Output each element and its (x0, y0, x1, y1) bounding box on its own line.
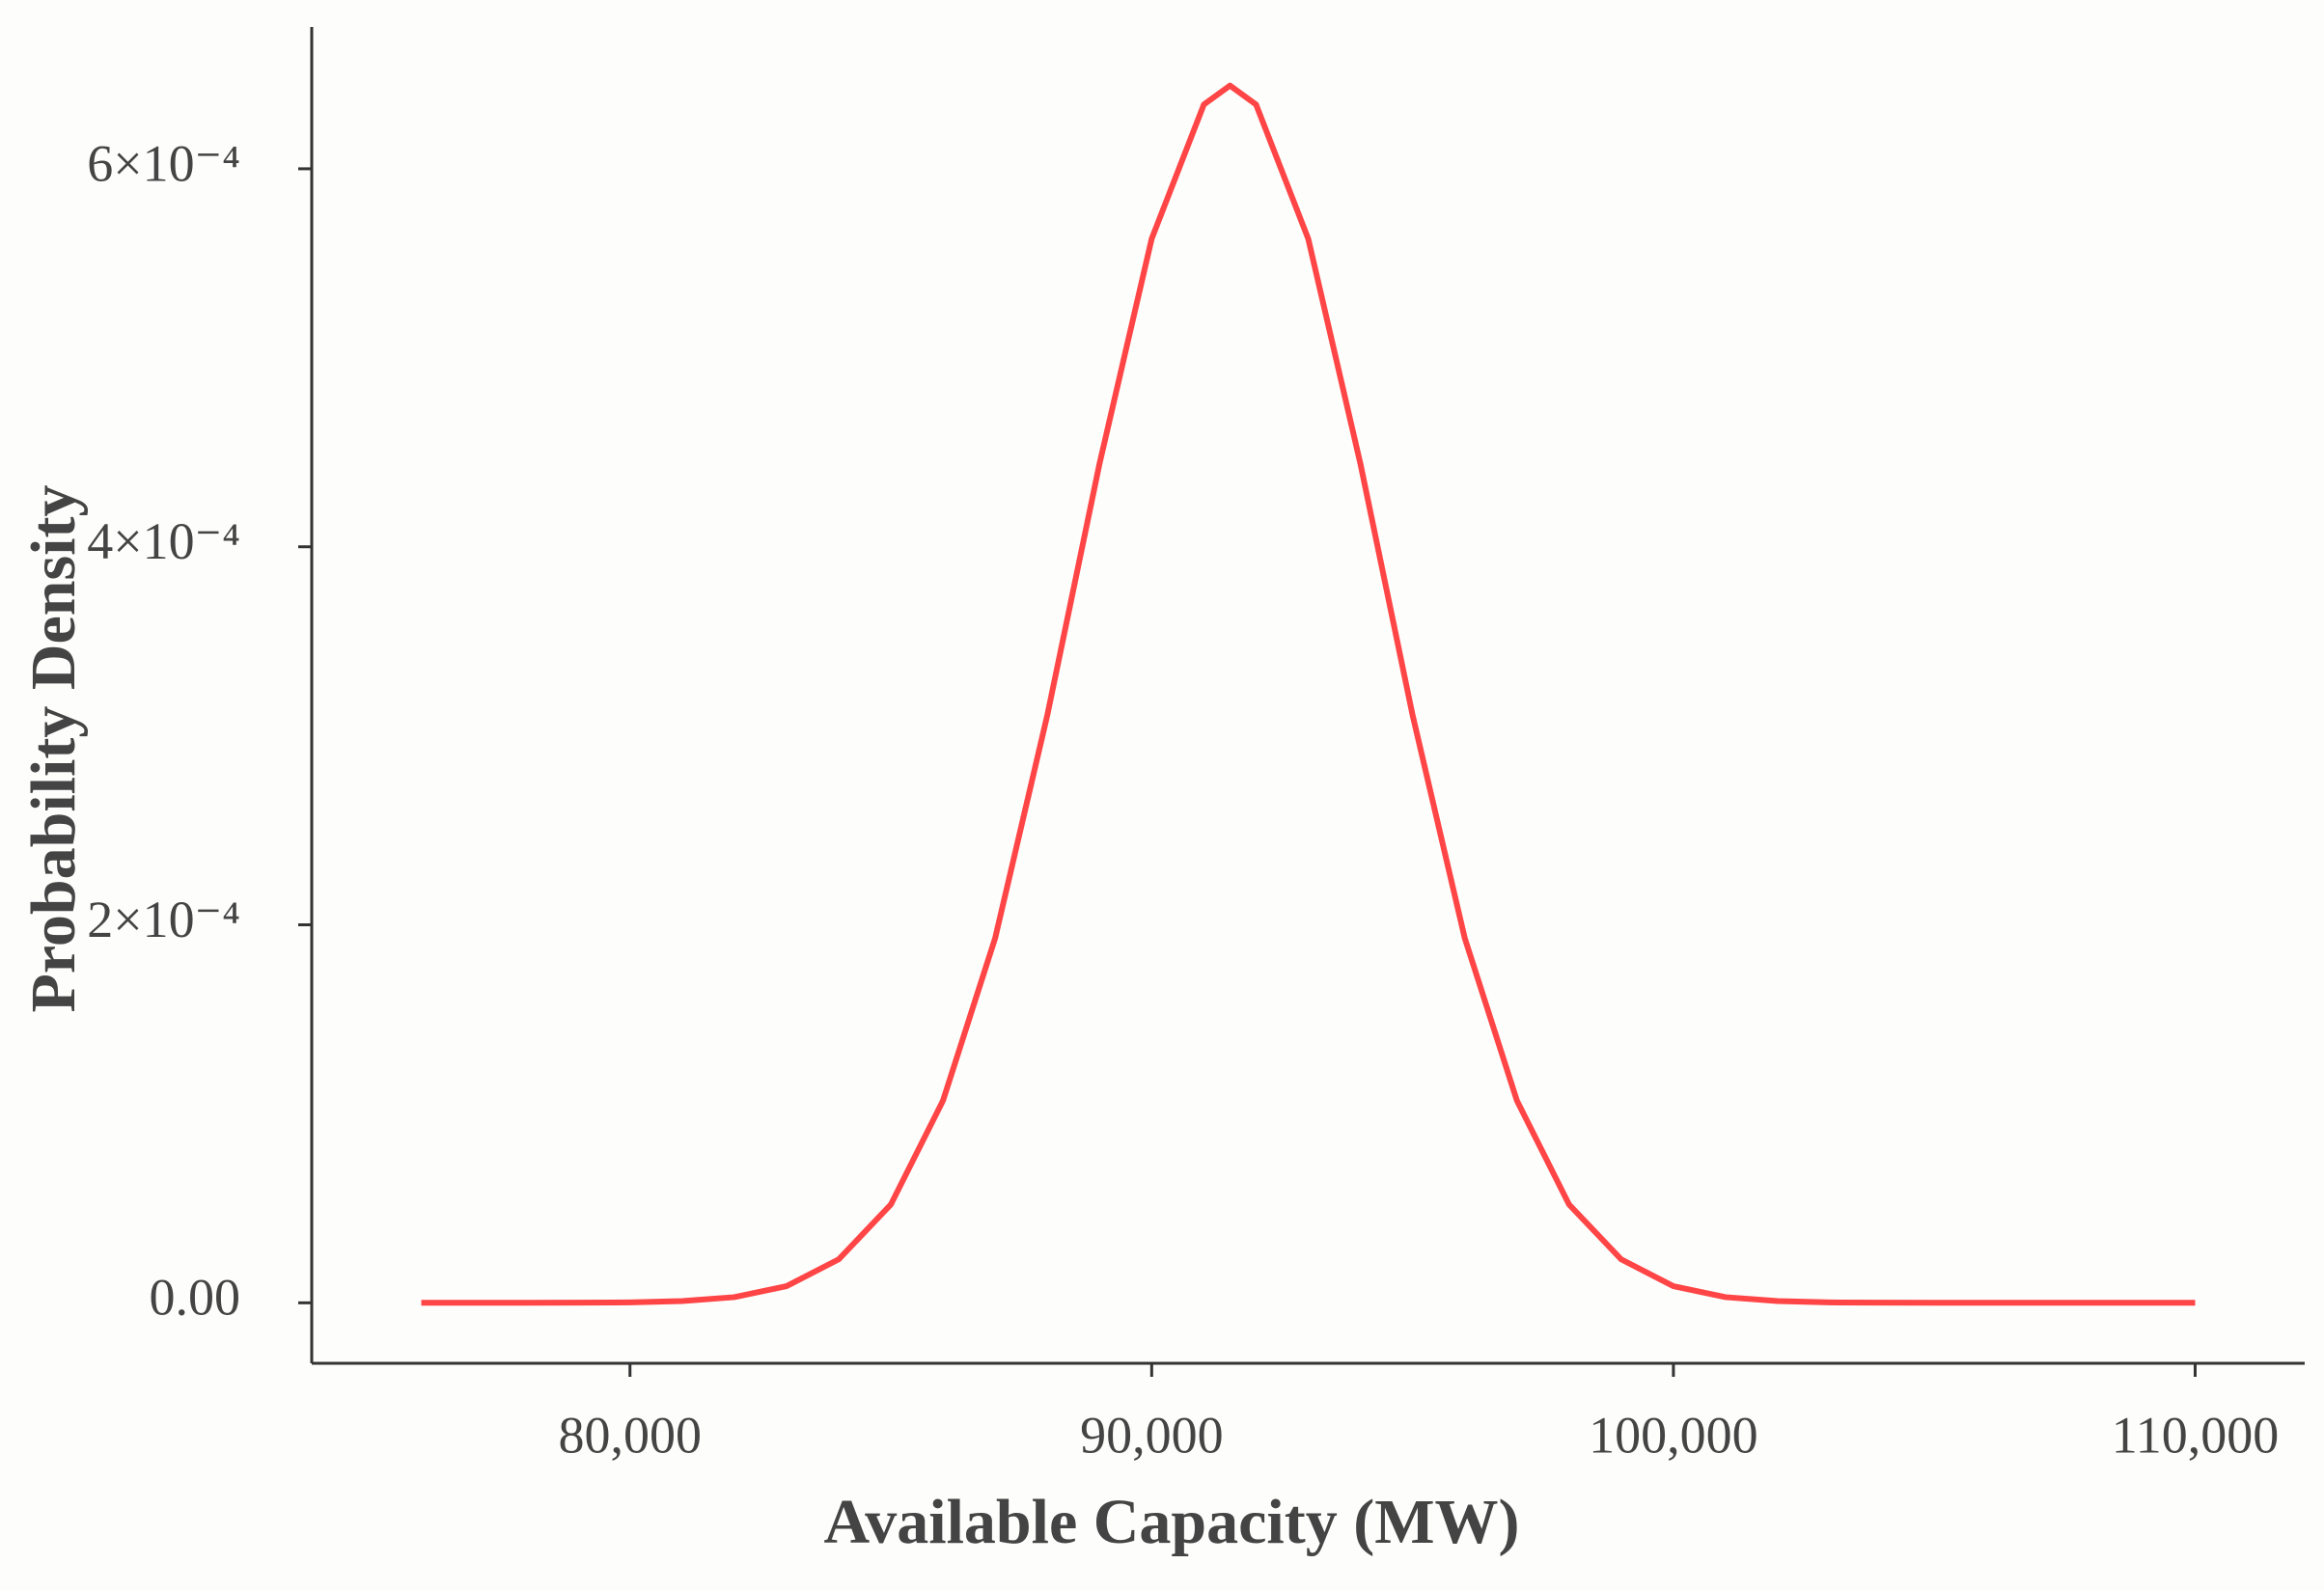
x-tick-label: 90,000 (1080, 1406, 1224, 1464)
x-tick-label: 80,000 (559, 1406, 703, 1464)
y-axis-title: Probability Density (18, 485, 89, 1013)
y-tick-label: 2×10⁻⁴ (87, 891, 240, 948)
x-axis-title: Available Capacity (MW) (823, 1487, 1519, 1557)
y-tick-label: 6×10⁻⁴ (87, 134, 240, 192)
x-tick-label: 100,000 (1589, 1406, 1758, 1464)
density-line (421, 82, 2196, 1306)
y-tick-label: 0.00 (150, 1269, 241, 1327)
x-tick-label: 110,000 (2112, 1406, 2280, 1464)
y-tick-label: 4×10⁻⁴ (87, 512, 240, 570)
